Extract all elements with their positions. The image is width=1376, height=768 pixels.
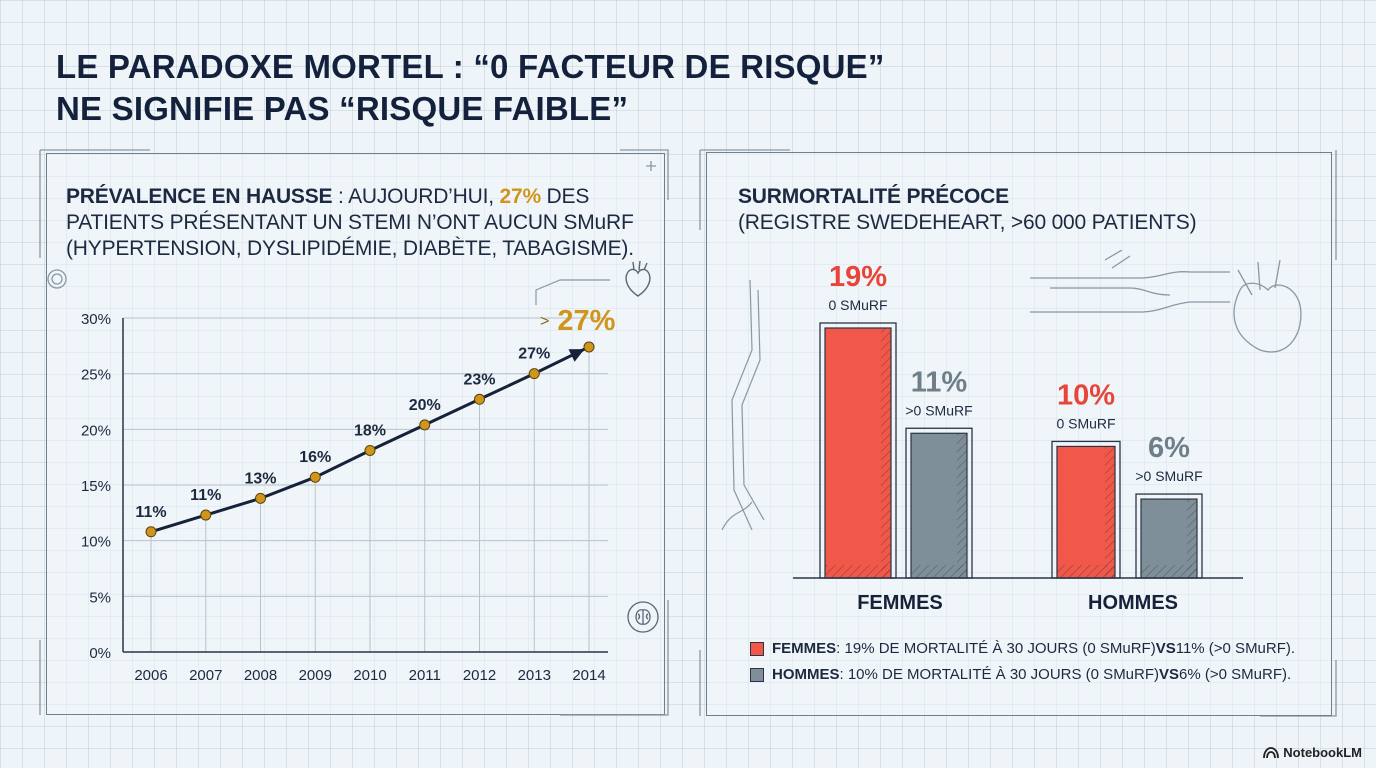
x-tick-label: 2010 [353, 667, 386, 684]
data-label: 11% [190, 487, 221, 504]
bar-series-label: 0 SMuRF [828, 297, 887, 313]
bar-value-label: 6% [1148, 432, 1190, 464]
bar-femmes-series-0 [824, 327, 892, 579]
data-label: 23% [463, 371, 495, 388]
x-tick-label: 2007 [189, 667, 222, 684]
callout-arrow-icon: > [540, 312, 550, 330]
vessel-sketch-left [721, 279, 765, 531]
title-line-2: NE SIGNIFIE PAS “RISQUE FAIBLE” [56, 90, 629, 127]
category-label-femmes: FEMMES [857, 592, 943, 614]
legend-femmes-tail: 11% (>0 SMuRF). [1175, 640, 1296, 657]
heart-icon [625, 260, 651, 297]
data-label: 13% [244, 470, 276, 487]
legend-swatch-femmes [750, 641, 764, 656]
bar-series-label: >0 SMuRF [1135, 468, 1202, 484]
y-tick-label: 25% [81, 367, 111, 384]
data-point [474, 393, 485, 405]
legend-femmes-text: : 19% DE MORTALITÉ À 30 JOURS (0 SMuRF) [836, 640, 1156, 657]
bar-value-label: 11% [911, 366, 968, 398]
y-tick-label: 15% [81, 478, 111, 495]
prevalence-highlight: 27% [499, 185, 541, 208]
bar-hatch-base [1057, 565, 1115, 578]
mortality-description: SURMORTALITÉ PRÉCOCE (REGISTRE SWEDEHEAR… [738, 184, 1318, 236]
x-tick-label: 2006 [134, 667, 167, 684]
data-point [419, 419, 431, 431]
legend-swatch-hommes [750, 667, 764, 682]
data-point [200, 509, 212, 521]
legend-femmes-bold: FEMMES [772, 640, 837, 657]
y-tick-label: 5% [89, 589, 111, 606]
prevalence-separator: : [332, 185, 349, 208]
data-point [309, 471, 321, 483]
legend-item-hommes: HOMMES : 10% DE MORTALITÉ À 30 JOURS (0 … [750, 666, 1291, 683]
bar-series-label: 0 SMuRF [1056, 415, 1115, 431]
bar-hatch-side [957, 433, 967, 578]
brain-icon [627, 601, 659, 633]
prevalence-line-2: PATIENTS PRÉSENTANT UN STEMI N’ONT AUCUN… [66, 211, 634, 234]
data-label: 11% [135, 504, 166, 521]
legend-hommes-vs: VS [1159, 666, 1180, 683]
x-tick-label: 2009 [299, 667, 332, 684]
bar-value-label: 10% [1057, 379, 1115, 411]
data-point [583, 341, 595, 353]
brand-logo: NotebookLM [1263, 745, 1362, 760]
mortality-heading: SURMORTALITÉ PRÉCOCE [738, 185, 1009, 208]
data-point [255, 492, 266, 504]
callout-connector [535, 279, 610, 305]
x-tick-label: 2008 [244, 667, 277, 684]
y-tick-label: 30% [81, 311, 111, 328]
prevalence-heading: PRÉVALENCE EN HAUSSE [66, 185, 333, 208]
data-point [364, 444, 376, 456]
data-label: 27% [518, 346, 550, 363]
prevalence-description: PRÉVALENCE EN HAUSSE : AUJOURD’HUI, 27% … [66, 184, 656, 262]
prevalence-panel [46, 153, 665, 715]
data-point [528, 368, 540, 380]
legend-item-femmes: FEMMES : 19% DE MORTALITÉ À 30 JOURS (0 … [750, 640, 1295, 657]
x-tick-label: 2014 [572, 667, 605, 684]
x-tick-label: 2011 [409, 667, 441, 684]
bar-hatch-side [1187, 499, 1197, 578]
mortality-panel [706, 152, 1332, 716]
notebooklm-icon [1263, 746, 1280, 758]
prevalence-text-before: AUJOURD’HUI, [348, 185, 500, 208]
prevalence-callout: > 27% [540, 305, 615, 338]
legend-hommes-bold: HOMMES [772, 666, 840, 683]
mortality-subheading: (REGISTRE SWEDEHEART, >60 000 PATIENTS) [738, 211, 1197, 234]
y-tick-label: 0% [89, 645, 111, 662]
prevalence-text-after: DES [540, 185, 590, 208]
x-tick-label: 2012 [463, 667, 496, 684]
data-label: 18% [354, 422, 386, 439]
brand-name: NotebookLM [1283, 745, 1362, 760]
bar-hatch-base [911, 565, 967, 578]
category-label-hommes: HOMMES [1088, 592, 1178, 614]
title-line-1: LE PARADOXE MORTEL : “0 FACTEUR DE RISQU… [56, 48, 885, 85]
y-tick-label: 10% [81, 534, 111, 551]
y-tick-label: 20% [81, 422, 111, 439]
bar-hatch-base [1141, 565, 1197, 578]
legend-hommes-tail: 6% (>0 SMuRF). [1179, 666, 1292, 683]
bar-value-label: 19% [829, 261, 887, 293]
bar-hatch-base [825, 565, 891, 578]
data-label: 16% [299, 449, 331, 466]
bar-hatch-side [881, 328, 891, 578]
prevalence-line-3: (HYPERTENSION, DYSLIPIDÉMIE, DIABÈTE, TA… [66, 237, 634, 260]
bar-series-label: >0 SMuRF [905, 402, 972, 418]
bar-hatch-side [1105, 446, 1115, 578]
data-label: 20% [409, 397, 441, 414]
trend-arrowhead [568, 349, 585, 362]
callout-value: 27% [557, 305, 616, 337]
vessel-heart-illustration [1030, 250, 1302, 353]
legend-hommes-text: : 10% DE MORTALITÉ À 30 JOURS (0 SMuRF) [839, 666, 1160, 683]
x-tick-label: 2013 [518, 667, 551, 684]
data-point [145, 526, 157, 538]
page-title: LE PARADOXE MORTEL : “0 FACTEUR DE RISQU… [56, 46, 885, 130]
legend-femmes-vs: VS [1155, 640, 1176, 657]
